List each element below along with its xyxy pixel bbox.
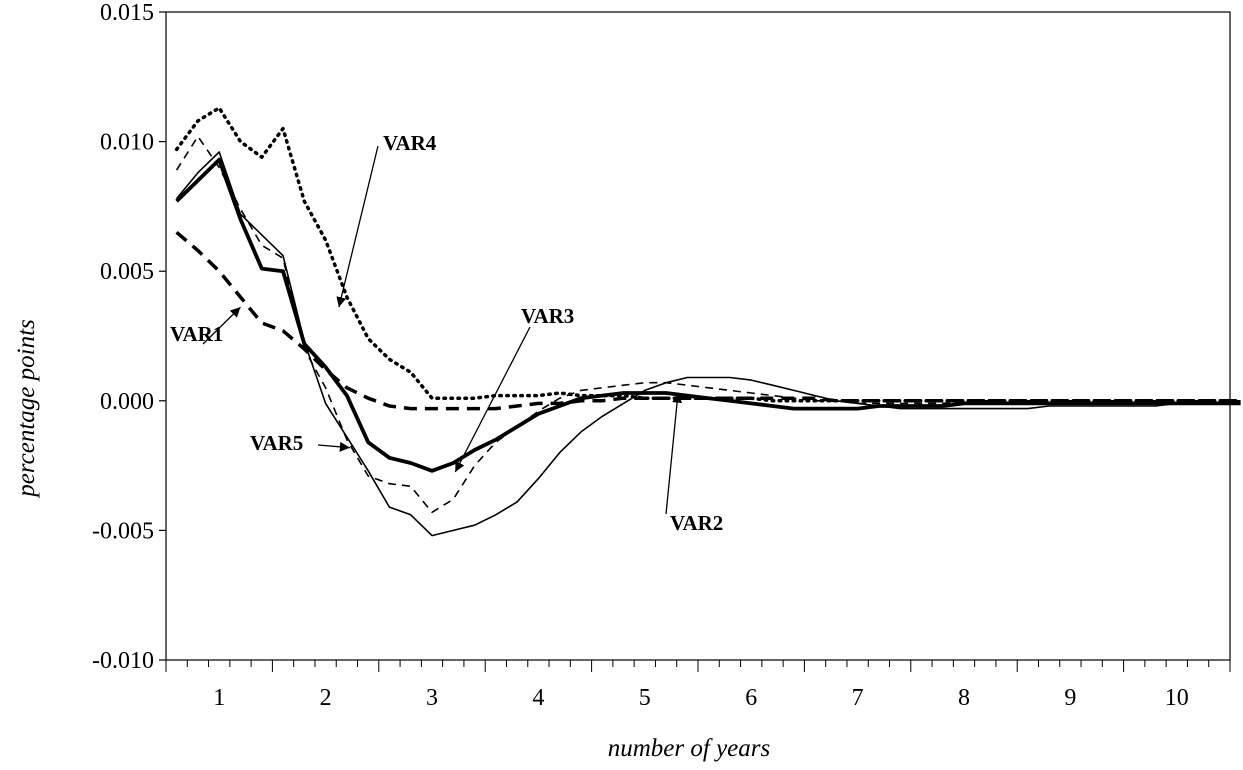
annotation-label-var2: VAR2 — [670, 511, 723, 535]
y-axis-title: percentage points — [13, 319, 40, 499]
annotation-arrow-var3 — [454, 326, 531, 473]
annotation-label-var1: VAR1 — [170, 322, 223, 346]
plot-border — [165, 11, 1231, 661]
x-tick-label: 2 — [320, 685, 332, 711]
y-tick-label: 0.015 — [100, 0, 154, 26]
x-tick-label: 8 — [958, 685, 970, 711]
annotation-arrow-var2 — [665, 392, 683, 515]
x-tick-label: 3 — [426, 685, 438, 711]
x-axis-title: number of years — [608, 735, 770, 762]
plot-frame — [165, 11, 1231, 661]
series-line-var3 — [175, 157, 1241, 473]
x-tick-label: 7 — [852, 685, 864, 711]
series-line-var2 — [175, 151, 1241, 537]
annotation-arrow-var4 — [336, 145, 379, 308]
x-tick-label: 1 — [213, 685, 225, 711]
series-line-var5 — [175, 135, 1241, 514]
annotation-label-var4: VAR4 — [383, 131, 437, 155]
x-tick-label: 9 — [1064, 685, 1076, 711]
series-group — [174, 106, 1243, 537]
annotations: VAR1 VAR2 VAR3 VAR4 VAR5 — [170, 131, 723, 535]
y-tick-label: 0.005 — [100, 259, 154, 285]
y-tick-label: -0.010 — [92, 648, 154, 674]
x-tick-label: 5 — [639, 685, 651, 711]
annotation-arrow-var5 — [317, 441, 350, 452]
x-tick-label: 10 — [1165, 685, 1189, 711]
x-tick-label: 6 — [745, 685, 757, 711]
x-tick-label: 4 — [532, 685, 544, 711]
y-tick-label: 0.010 — [100, 130, 154, 156]
y-tick-label: -0.005 — [92, 518, 154, 544]
series-line-var4 — [174, 106, 1243, 403]
annotation-label-var5: VAR5 — [250, 431, 303, 455]
annotation-arrow-var1 — [202, 306, 241, 345]
annotation-label-var3: VAR3 — [521, 304, 574, 328]
y-tick-label: 0.000 — [100, 389, 154, 415]
y-axis: 0.015 0.010 0.005 0.000 -0.005 -0.010 — [92, 0, 166, 674]
x-axis: 1 2 3 4 5 6 7 8 9 10 — [165, 660, 1231, 711]
